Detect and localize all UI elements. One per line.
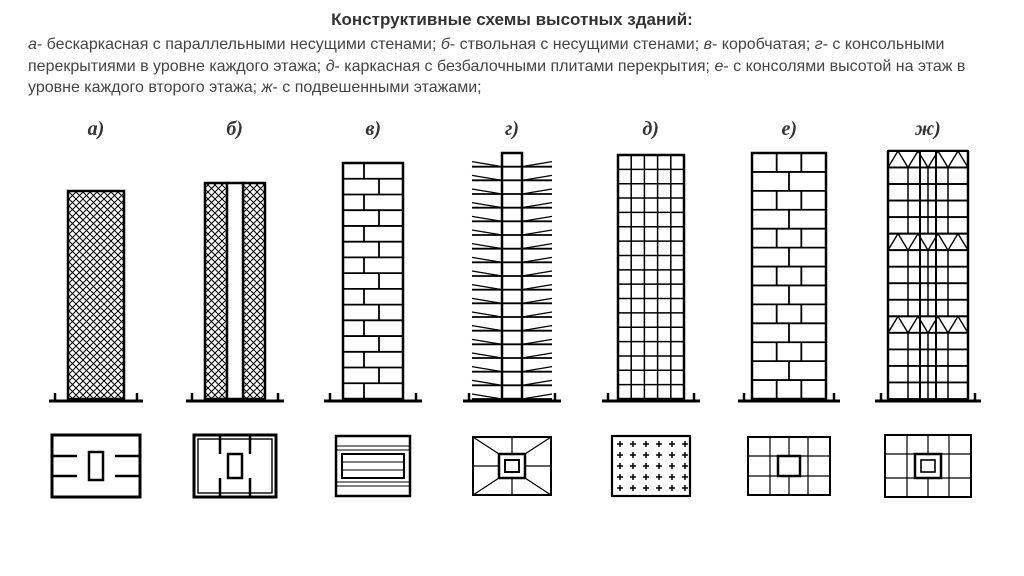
scheme-a: а) xyxy=(36,117,156,505)
scheme-g: г) xyxy=(452,117,572,505)
elev-e xyxy=(734,143,844,403)
elev-g xyxy=(457,143,567,403)
label-d: д) xyxy=(642,117,659,143)
elev-zh xyxy=(873,143,983,403)
plan-zh xyxy=(873,427,983,505)
elev-v xyxy=(318,143,428,403)
scheme-e: е) xyxy=(729,117,849,505)
plan-d xyxy=(596,427,706,505)
scheme-v: в) xyxy=(313,117,433,505)
plan-e xyxy=(734,427,844,505)
elev-a xyxy=(41,143,151,403)
plan-a xyxy=(41,427,151,505)
scheme-d: д) xyxy=(591,117,711,505)
label-v: в) xyxy=(366,117,382,143)
plan-b xyxy=(180,427,290,505)
label-g: г) xyxy=(505,117,519,143)
diagram-row: а) xyxy=(28,117,996,505)
plan-v xyxy=(318,427,428,505)
label-e: е) xyxy=(782,117,798,143)
label-b: б) xyxy=(226,117,243,143)
label-zh: ж) xyxy=(915,117,941,143)
elev-b xyxy=(180,143,290,403)
plan-g xyxy=(457,427,567,505)
scheme-zh: ж) xyxy=(868,117,988,505)
page-title: Конструктивные схемы высотных зданий: xyxy=(28,10,996,30)
label-a: а) xyxy=(88,117,105,143)
elev-d xyxy=(596,143,706,403)
scheme-b: б) xyxy=(175,117,295,505)
description: а- бескаркасная с параллельными несущими… xyxy=(28,34,996,99)
